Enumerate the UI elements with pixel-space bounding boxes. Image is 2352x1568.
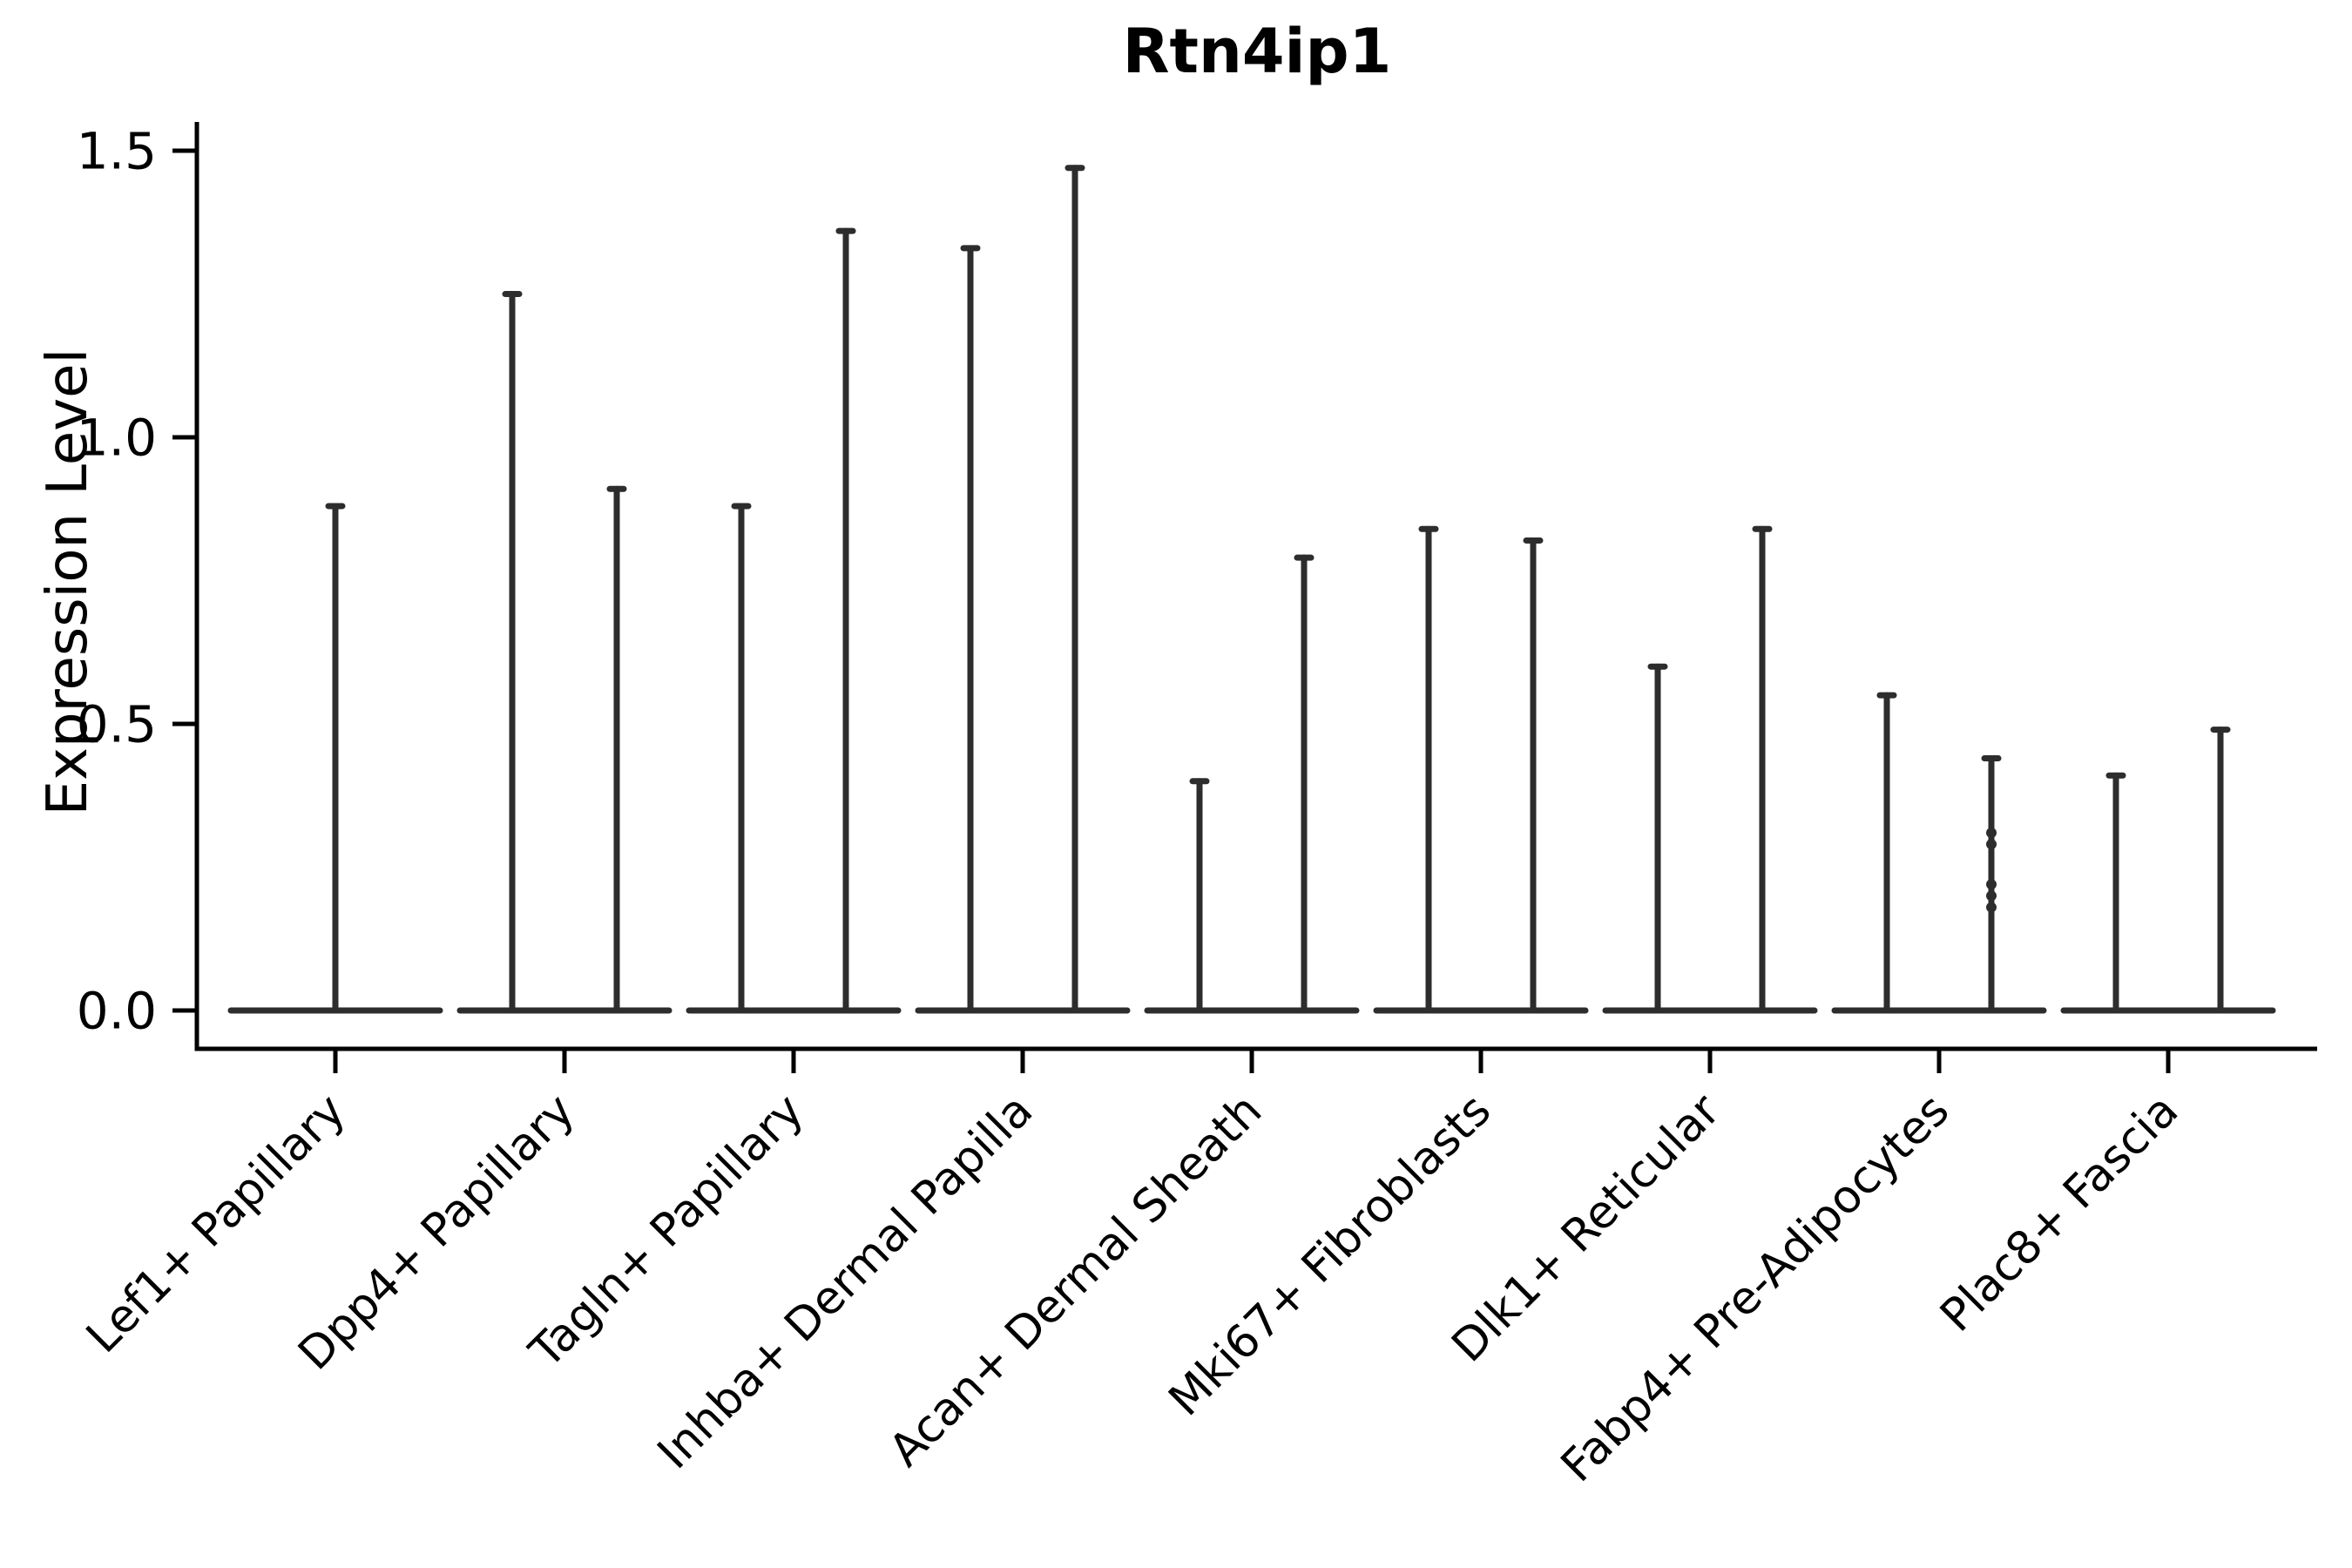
jitter-dot [1986, 828, 1997, 839]
chart-title: Rtn4ip1 [1122, 16, 1392, 87]
jitter-dot [1986, 879, 1997, 890]
x-tick-label: Inhba+ Dermal Papilla [648, 1085, 1043, 1479]
jitter-dot [1986, 839, 1997, 850]
x-tick-label: Plac8+ Fascia [1930, 1085, 2188, 1342]
y-tick-label: 1.0 [77, 408, 157, 467]
x-tick-label: Acan+ Dermal Sheath [880, 1085, 1273, 1477]
y-tick-label: 1.5 [77, 121, 157, 180]
x-tick-label: Fabp4+ Pre-Adipocytes [1551, 1085, 1959, 1492]
y-tick-label: 0.5 [77, 694, 157, 754]
y-tick-label: 0.0 [77, 981, 157, 1040]
jitter-dot [1986, 902, 1997, 913]
jitter-dot [1986, 890, 1997, 902]
